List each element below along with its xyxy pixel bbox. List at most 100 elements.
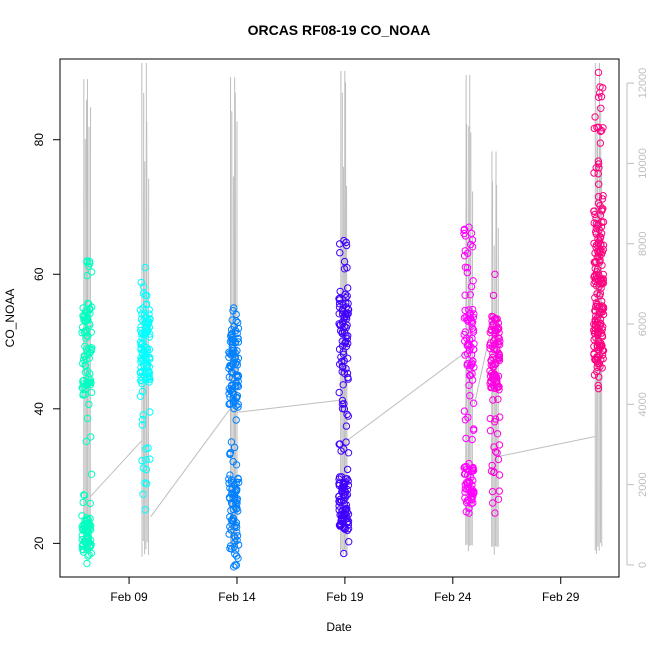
data-point bbox=[597, 93, 606, 101]
data-point bbox=[596, 139, 605, 147]
data-point bbox=[234, 403, 242, 411]
data-point bbox=[144, 316, 152, 324]
y2-tick-label: 2000 bbox=[637, 472, 649, 496]
data-point bbox=[343, 410, 351, 419]
data-point bbox=[335, 502, 343, 510]
data-point bbox=[138, 367, 147, 376]
data-point bbox=[81, 523, 90, 532]
data-point bbox=[142, 445, 150, 453]
data-point bbox=[486, 344, 494, 353]
data-point bbox=[226, 471, 234, 479]
x-tick-label: Feb 14 bbox=[218, 590, 256, 604]
data-point bbox=[494, 372, 503, 380]
plot-frame bbox=[59, 58, 620, 578]
data-point bbox=[496, 413, 504, 421]
points-layer bbox=[78, 68, 608, 571]
x-tick-label: Feb 09 bbox=[110, 590, 148, 604]
data-point bbox=[487, 377, 495, 385]
data-point bbox=[595, 93, 603, 102]
data-point bbox=[494, 495, 503, 503]
data-point bbox=[596, 258, 604, 266]
data-point bbox=[466, 240, 475, 249]
data-point bbox=[228, 374, 237, 382]
data-point bbox=[469, 426, 478, 434]
data-point bbox=[138, 416, 147, 424]
data-point bbox=[136, 392, 145, 400]
data-point bbox=[139, 289, 148, 298]
data-point bbox=[495, 328, 503, 337]
data-point bbox=[81, 361, 89, 369]
data-point bbox=[467, 489, 476, 498]
data-point bbox=[228, 385, 237, 393]
data-point bbox=[137, 278, 145, 287]
data-point bbox=[593, 353, 601, 361]
data-point bbox=[227, 332, 235, 340]
data-point bbox=[486, 414, 494, 423]
data-point bbox=[141, 324, 150, 332]
data-point bbox=[465, 381, 473, 389]
data-point bbox=[599, 192, 607, 200]
data-point bbox=[487, 361, 495, 369]
data-point bbox=[344, 517, 353, 525]
data-point bbox=[598, 279, 606, 287]
data-point bbox=[592, 164, 600, 172]
data-point bbox=[232, 379, 240, 387]
data-point bbox=[344, 449, 353, 457]
data-point bbox=[139, 490, 147, 498]
data-point bbox=[342, 501, 350, 509]
data-point bbox=[593, 265, 602, 273]
data-point bbox=[225, 475, 233, 483]
data-point bbox=[78, 523, 86, 531]
data-point bbox=[227, 526, 235, 534]
data-point bbox=[340, 265, 349, 273]
data-point bbox=[591, 113, 599, 121]
data-point bbox=[142, 456, 150, 464]
data-point bbox=[468, 466, 477, 475]
data-point bbox=[225, 373, 234, 381]
data-point bbox=[227, 438, 236, 446]
data-point bbox=[141, 479, 149, 487]
data-point bbox=[229, 505, 238, 514]
data-point bbox=[335, 492, 343, 501]
data-point bbox=[83, 559, 91, 568]
data-point bbox=[593, 300, 601, 309]
altitude-connector bbox=[89, 440, 143, 498]
data-point bbox=[491, 270, 499, 278]
data-point bbox=[228, 360, 237, 369]
data-point bbox=[338, 329, 346, 338]
data-point bbox=[593, 341, 601, 350]
data-point bbox=[87, 268, 96, 276]
data-point bbox=[592, 214, 600, 222]
y-tick-label: 80 bbox=[32, 133, 46, 147]
data-point bbox=[461, 291, 469, 299]
data-point bbox=[488, 353, 497, 362]
data-point bbox=[462, 434, 470, 443]
data-point bbox=[137, 354, 145, 362]
data-point bbox=[494, 455, 503, 464]
data-point bbox=[465, 223, 473, 231]
data-point bbox=[463, 268, 471, 277]
data-point bbox=[594, 160, 603, 168]
chart-title: ORCAS RF08-19 CO_NOAA bbox=[248, 22, 431, 38]
y2-tick-label: 4000 bbox=[637, 392, 649, 416]
data-point bbox=[84, 332, 92, 340]
data-point bbox=[231, 534, 239, 542]
data-point bbox=[495, 441, 504, 449]
data-point bbox=[233, 373, 242, 382]
data-point bbox=[469, 489, 477, 497]
data-point bbox=[599, 241, 608, 249]
data-point bbox=[231, 338, 240, 347]
data-point bbox=[599, 84, 607, 92]
data-point bbox=[86, 499, 95, 508]
data-point bbox=[461, 328, 469, 336]
data-point bbox=[489, 372, 497, 380]
data-point bbox=[461, 306, 469, 315]
data-point bbox=[469, 277, 477, 285]
y-tick-label: 60 bbox=[32, 267, 46, 281]
x-tick-label: Feb 19 bbox=[326, 590, 364, 604]
data-point bbox=[495, 487, 503, 495]
data-point bbox=[87, 470, 96, 478]
data-point bbox=[84, 299, 92, 308]
data-point bbox=[490, 345, 498, 353]
